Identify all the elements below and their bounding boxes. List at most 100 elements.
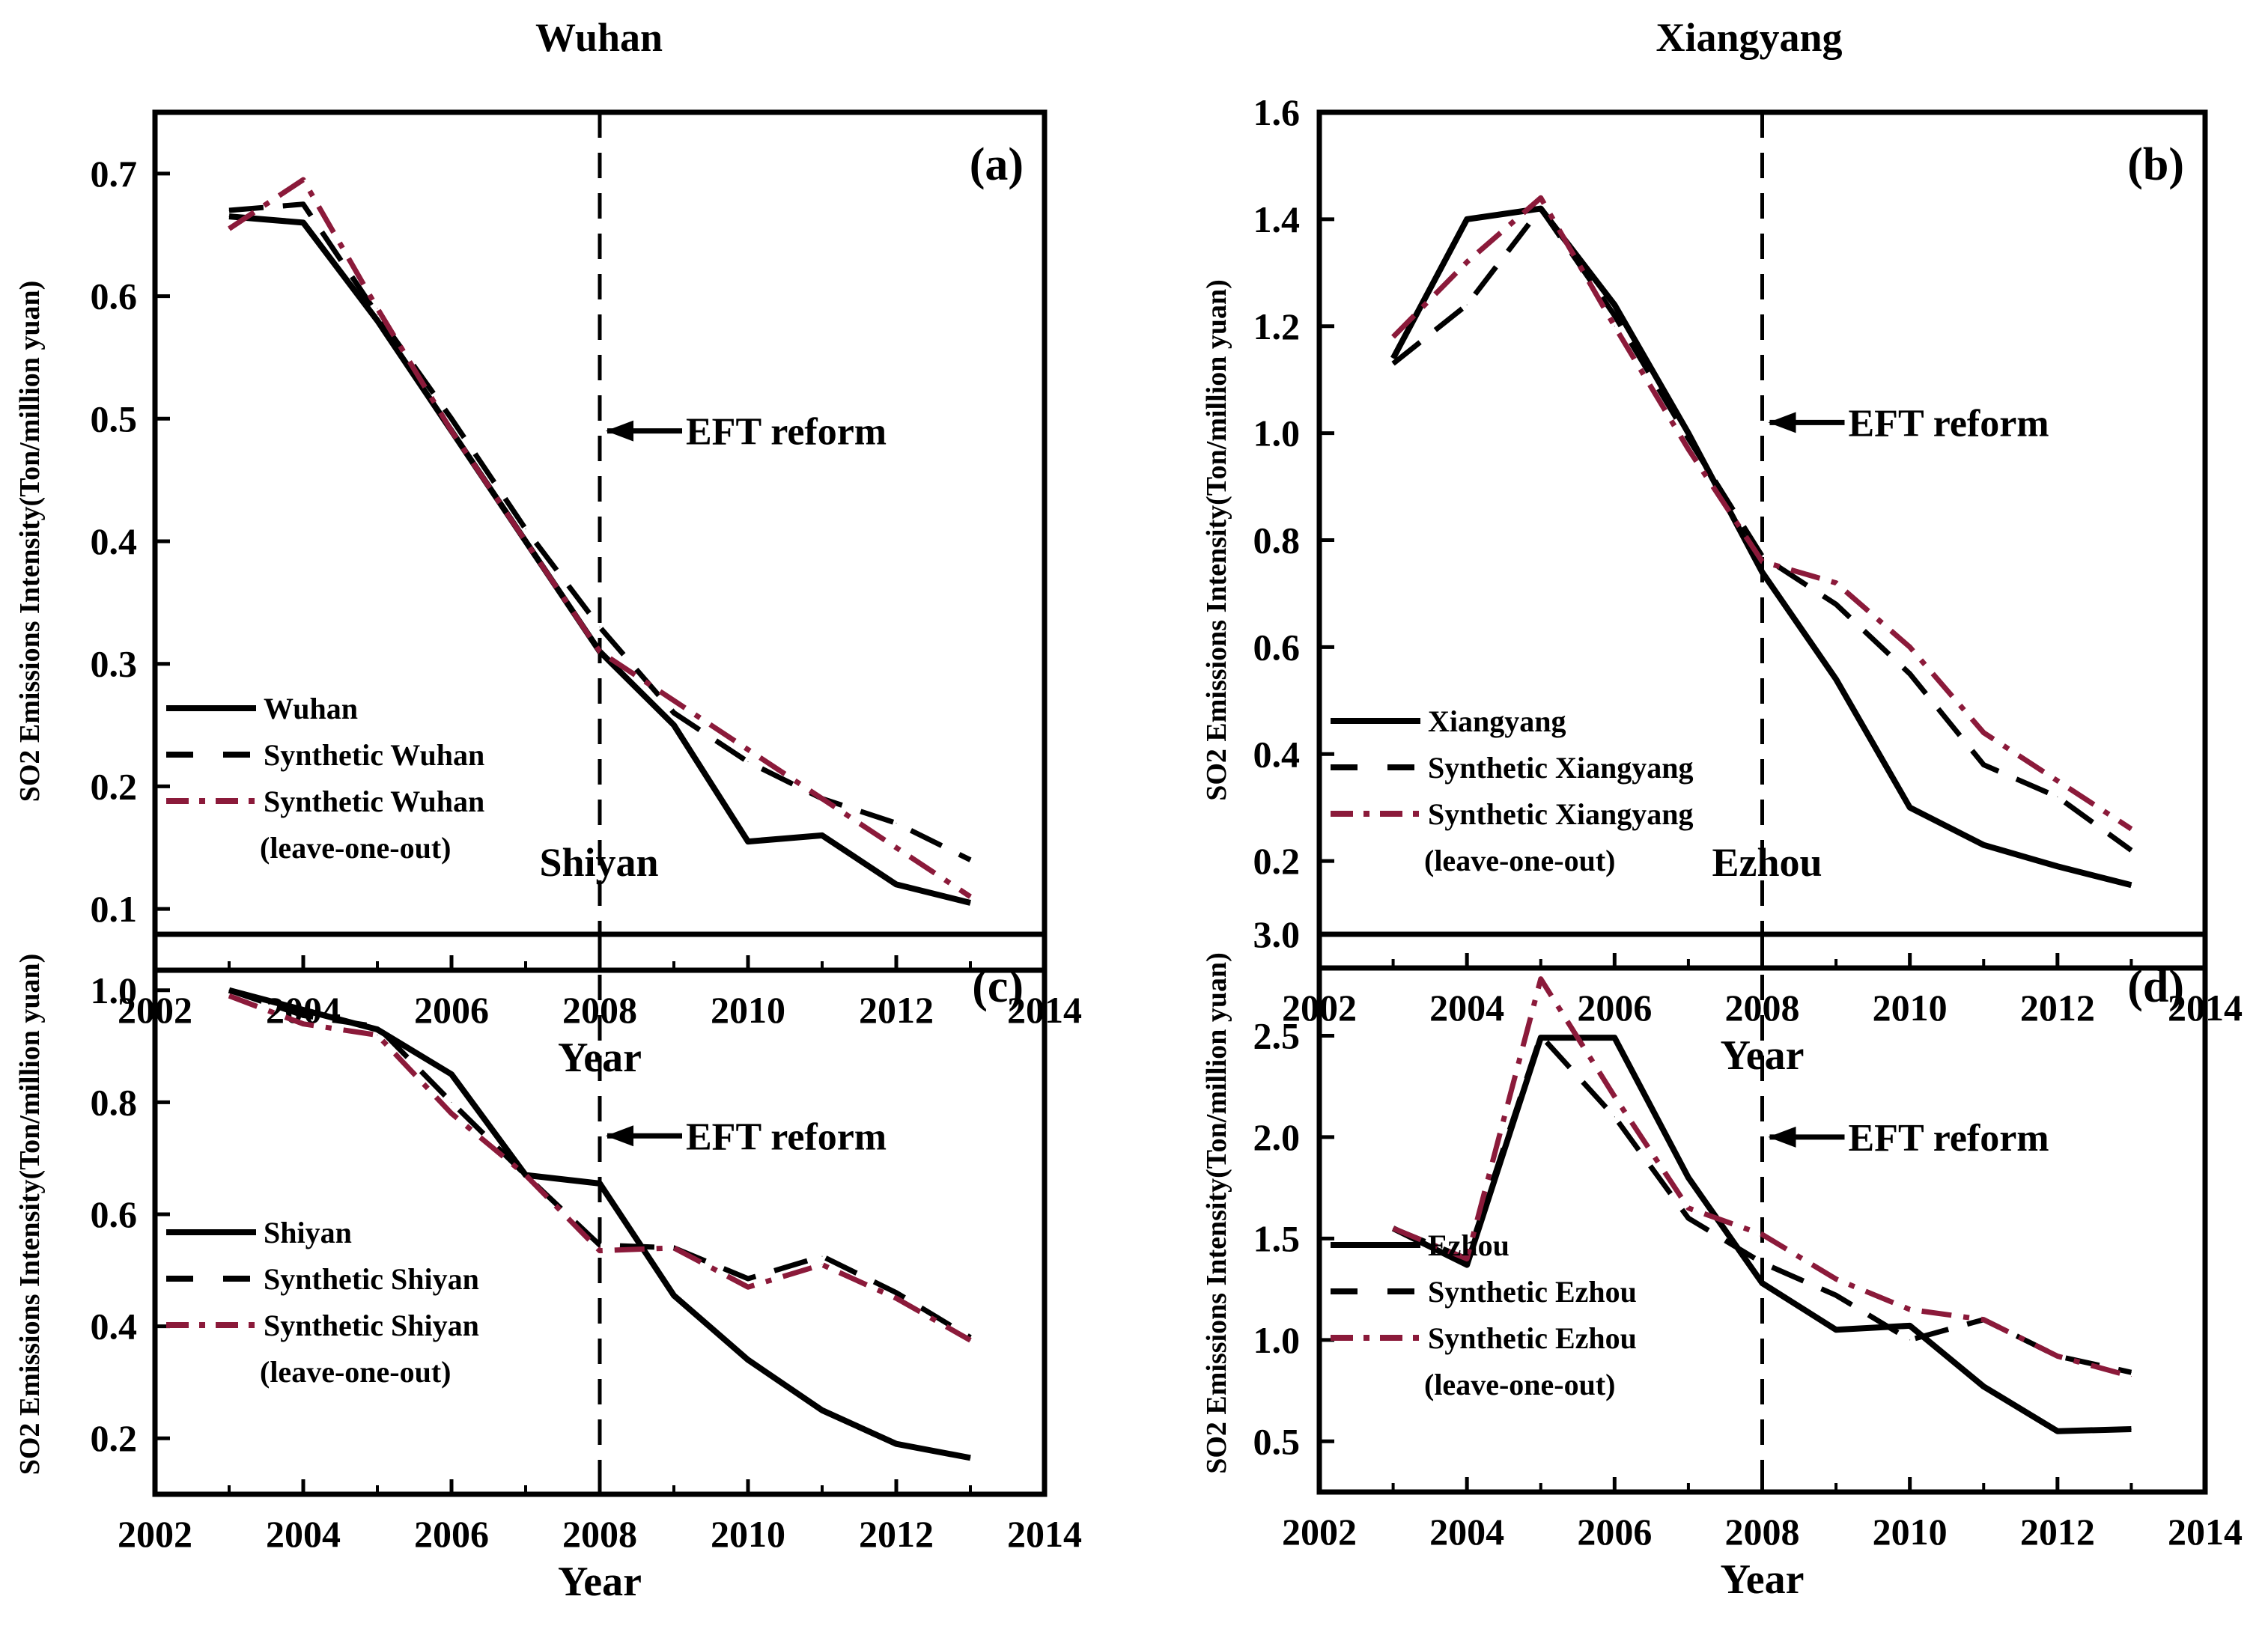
- data-point: [599, 651, 601, 652]
- data-point: [1762, 1282, 1763, 1284]
- panel-ezhou: Ezhou 2002 2004 2006 2008 2010 2012 2014 0.5 1.0 1…: [1201, 840, 2243, 1603]
- data-point: [1909, 1325, 1911, 1327]
- data-point: [377, 320, 378, 321]
- data-point: [2057, 780, 2058, 782]
- chart-title: Ezhou: [1712, 840, 1822, 885]
- series-line-dashed: [228, 201, 972, 862]
- data-point: [970, 1339, 971, 1341]
- arrow-head-icon: [1768, 1126, 1796, 1148]
- legend-label: Synthetic Shiyan: [264, 1262, 479, 1296]
- data-point: [1909, 807, 1911, 809]
- x-tick-label: 2010: [711, 1513, 785, 1555]
- y-tick-label: 0.8: [91, 1081, 138, 1123]
- data-point: [2130, 1428, 2132, 1430]
- y-tick-label: 0.2: [91, 765, 138, 807]
- data-point: [228, 216, 230, 217]
- y-axis-label: SO2 Emissions Intensity(Ton/million yuan…: [1201, 279, 1232, 801]
- x-tick-label: 2014: [2168, 1511, 2243, 1553]
- y-tick-label: 0.6: [91, 1193, 138, 1235]
- y-tick-label: 0.4: [91, 1306, 138, 1348]
- data-point: [2130, 1371, 2132, 1373]
- arrow-head-icon: [606, 1125, 633, 1147]
- data-point: [1909, 1339, 1911, 1341]
- data-point: [821, 1255, 823, 1257]
- y-tick-label: 3.0: [1253, 913, 1301, 955]
- data-point: [377, 314, 378, 315]
- legend-label-line2: (leave-one-out): [1424, 844, 1615, 877]
- x-tick-label: 2006: [414, 989, 489, 1031]
- legend-label-line2: (leave-one-out): [1424, 1368, 1615, 1401]
- y-tick-label: 0.8: [1253, 520, 1301, 561]
- y-tick-label: 0.4: [91, 520, 138, 562]
- y-tick-label: 0.4: [1253, 733, 1301, 775]
- x-tick-label: 2012: [2020, 1511, 2095, 1553]
- data-point: [821, 1264, 823, 1265]
- x-tick-label: 2010: [1873, 987, 1948, 1029]
- panel-label: (c): [972, 961, 1024, 1012]
- legend-label: Synthetic Wuhan: [264, 738, 484, 772]
- data-point: [673, 700, 675, 701]
- x-tick-label: 2008: [1725, 1511, 1800, 1553]
- data-point: [1835, 678, 1837, 680]
- data-point: [2057, 865, 2058, 867]
- data-point: [1762, 555, 1763, 557]
- data-point: [1983, 1319, 1984, 1321]
- data-point: [599, 1244, 601, 1246]
- x-tick-label: 2006: [1577, 987, 1652, 1029]
- data-point: [673, 1294, 675, 1296]
- y-axis-label: SO2 Emissions Intensity(Ton/million yuan…: [14, 281, 46, 803]
- y-tick-label: 0.6: [91, 275, 138, 317]
- x-axis-label: Year: [1721, 1556, 1805, 1603]
- data-point: [970, 859, 971, 861]
- y-tick-label: 0.5: [1253, 1420, 1301, 1462]
- chart-title: Shiyan: [539, 840, 658, 885]
- legend-label: Synthetic Wuhan: [264, 785, 484, 818]
- y-tick-label: 0.6: [1253, 626, 1301, 668]
- data-point: [1762, 561, 1763, 562]
- legend-label: Synthetic Ezhou: [1428, 1321, 1637, 1355]
- data-point: [747, 761, 749, 763]
- x-tick-label: 2012: [859, 1513, 934, 1555]
- legend-label: Ezhou: [1428, 1229, 1510, 1262]
- x-axis-label: Year: [558, 1559, 642, 1605]
- data-point: [302, 1023, 304, 1025]
- x-tick-label: 2004: [1429, 987, 1504, 1029]
- data-point: [896, 1443, 897, 1445]
- x-tick-label: 2008: [562, 1513, 637, 1555]
- data-point: [377, 1029, 378, 1030]
- legend-label: Wuhan: [264, 692, 358, 725]
- data-point: [1983, 1386, 1984, 1387]
- x-tick-label: 2004: [266, 1513, 341, 1555]
- x-tick-label: 2002: [1282, 1511, 1357, 1553]
- annotation-text: EFT reform: [686, 1115, 887, 1158]
- data-point: [1540, 1035, 1542, 1036]
- data-point: [1762, 1262, 1763, 1264]
- data-point: [1835, 582, 1837, 584]
- panel-shiyan: Shiyan 2002 2004 2006 2008 2010 2012 2014 0.2 0.4…: [14, 840, 1082, 1605]
- data-point: [1540, 208, 1542, 210]
- data-point: [1835, 603, 1837, 605]
- x-tick-label: 2012: [859, 989, 934, 1031]
- y-tick-label: 0.3: [91, 643, 138, 685]
- legend-label: Xiangyang: [1428, 704, 1566, 738]
- data-point: [1983, 844, 1984, 846]
- legend-label-line2: (leave-one-out): [260, 831, 451, 865]
- data-point: [970, 902, 971, 904]
- data-point: [302, 1009, 304, 1011]
- data-point: [599, 1183, 601, 1184]
- y-tick-label: 2.5: [1253, 1014, 1301, 1056]
- x-tick-label: 2010: [1873, 1511, 1948, 1553]
- data-point: [821, 798, 823, 800]
- annotation-text: EFT reform: [686, 411, 887, 454]
- data-point: [896, 883, 897, 885]
- data-point: [1466, 261, 1468, 263]
- panel-label: (b): [2127, 139, 2184, 190]
- data-point: [1614, 1096, 1615, 1097]
- data-point: [1835, 1294, 1837, 1296]
- series-line-dashed: [1391, 206, 2133, 853]
- y-tick-label: 0.5: [91, 398, 138, 439]
- data-point: [896, 847, 897, 848]
- data-point: [1540, 978, 1542, 980]
- data-point: [228, 228, 230, 230]
